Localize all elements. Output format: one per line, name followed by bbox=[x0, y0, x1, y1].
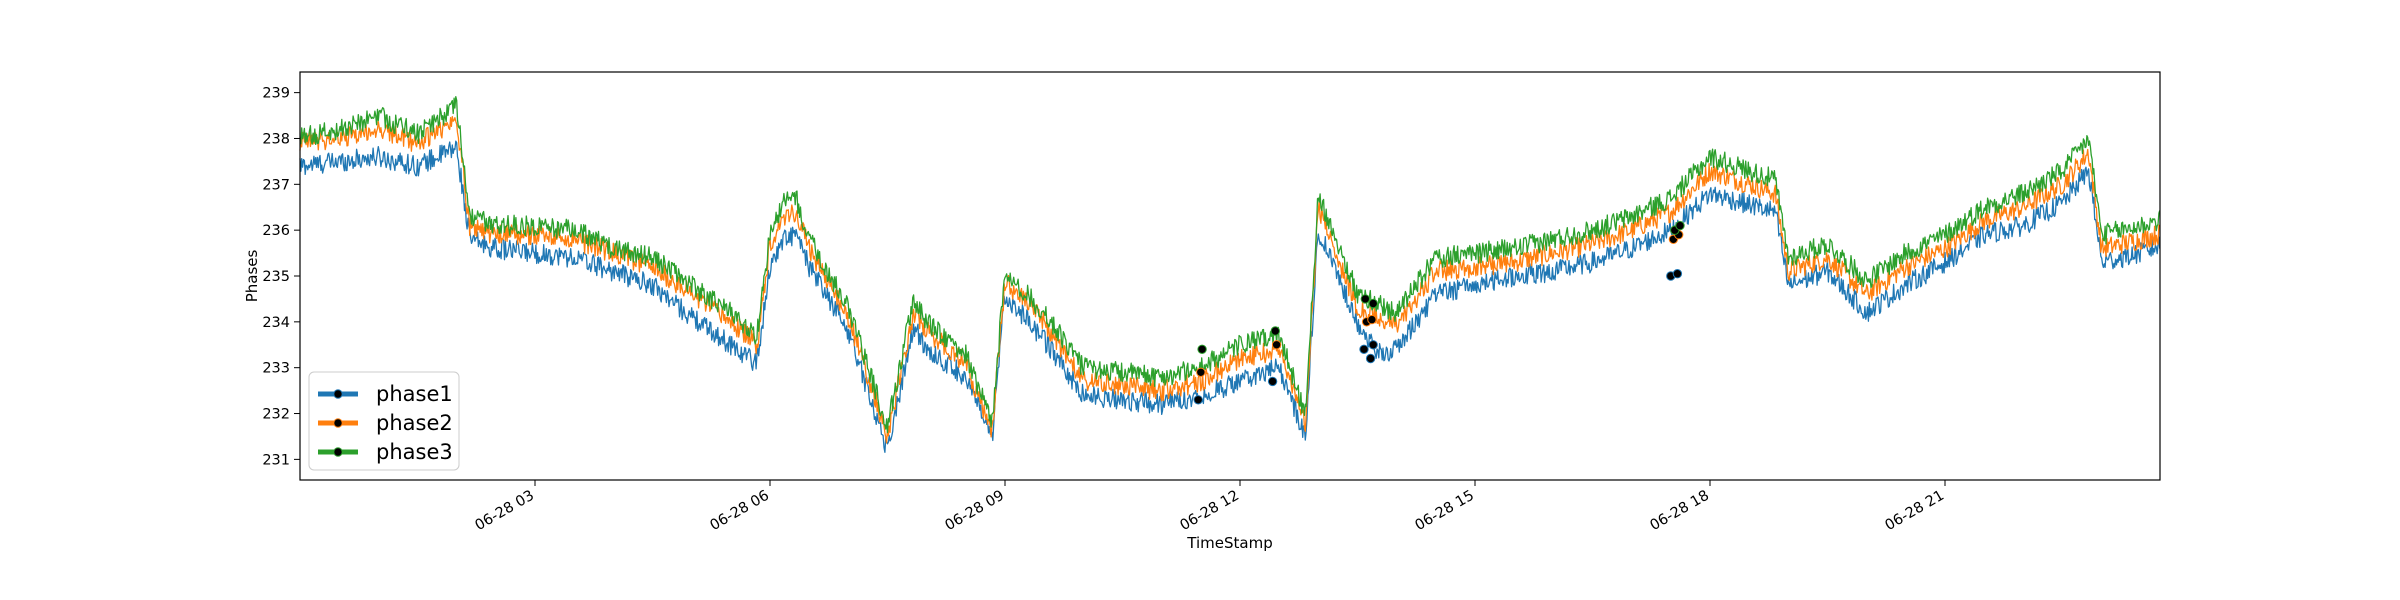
marker-phase2-7 bbox=[1196, 367, 1206, 377]
y-axis-label: Phases bbox=[243, 250, 261, 303]
y-tick-label: 237 bbox=[262, 177, 290, 193]
series-line-phase1 bbox=[299, 140, 2161, 453]
legend-marker-phase3 bbox=[333, 447, 343, 457]
marker-layer bbox=[1193, 220, 1685, 405]
legend-label-phase3: phase3 bbox=[376, 440, 453, 464]
y-tick-label: 231 bbox=[262, 452, 290, 468]
series-line-phase3 bbox=[299, 96, 2161, 434]
y-tick-label: 232 bbox=[262, 407, 290, 423]
series-layer bbox=[299, 96, 2161, 453]
legend-label-phase1: phase1 bbox=[376, 382, 453, 406]
marker-phase1-1 bbox=[1267, 376, 1278, 387]
marker-phase3-16 bbox=[1368, 298, 1378, 309]
legend-marker-phase1 bbox=[333, 389, 343, 399]
marker-phase1-4 bbox=[1368, 340, 1378, 350]
y-tick-label: 238 bbox=[262, 131, 290, 147]
marker-phase2-10 bbox=[1367, 314, 1377, 325]
marker-phase2-8 bbox=[1271, 340, 1282, 350]
marker-phase1-0 bbox=[1193, 395, 1203, 405]
marker-phase1-2 bbox=[1359, 344, 1369, 354]
marker-phase1-6 bbox=[1672, 269, 1683, 279]
marker-phase3-13 bbox=[1197, 344, 1207, 354]
marker-phase3-15 bbox=[1360, 294, 1371, 304]
y-axis: 231 232 233 234 235 236 237 238 239 bbox=[262, 86, 300, 468]
legend-marker-phase2 bbox=[333, 418, 343, 428]
x-axis-label: TimeStamp bbox=[1186, 534, 1272, 552]
y-tick-label: 234 bbox=[262, 315, 290, 331]
y-tick-label: 235 bbox=[262, 269, 290, 285]
y-tick-label: 233 bbox=[262, 361, 290, 377]
y-tick-label: 236 bbox=[262, 223, 290, 239]
marker-phase3-18 bbox=[1675, 220, 1685, 231]
marker-phase3-14 bbox=[1270, 326, 1281, 336]
y-tick-label: 239 bbox=[262, 86, 290, 102]
legend-label-phase2: phase2 bbox=[376, 411, 453, 435]
marker-phase1-3 bbox=[1365, 353, 1376, 364]
legend: phase1 phase2 phase3 bbox=[308, 371, 460, 471]
